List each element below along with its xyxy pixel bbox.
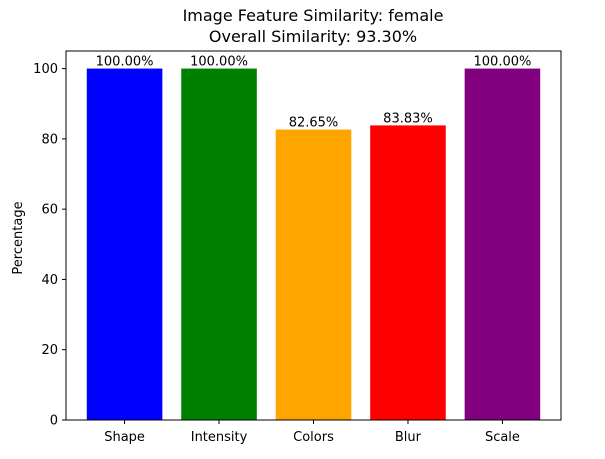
data-label-intensity: 100.00% — [190, 55, 248, 70]
bar-colors — [275, 129, 352, 420]
bar-intensity — [181, 68, 257, 421]
x-tick-label-shape: Shape — [104, 430, 145, 445]
x-tick-label-scale: Scale — [485, 430, 520, 445]
x-axis-ticks: Shape Intensity Colors Blur Scale — [104, 420, 520, 445]
y-axis-ticks: 0 20 40 60 80 100 — [33, 62, 66, 429]
data-label-blur: 83.83% — [383, 111, 433, 126]
data-labels-layer: 100.00% 100.00% 82.65% 83.83% 100.00% — [96, 55, 532, 131]
x-tick-label-blur: Blur — [395, 430, 422, 445]
y-tick-label-0: 0 — [50, 414, 58, 429]
data-label-scale: 100.00% — [474, 55, 532, 70]
bar-shape — [86, 68, 163, 421]
plot-frame — [65, 50, 562, 421]
y-tick-label-20: 20 — [41, 343, 58, 358]
data-label-shape: 100.00% — [96, 55, 154, 70]
data-label-colors: 82.65% — [289, 116, 339, 131]
y-tick-label-80: 80 — [41, 132, 58, 147]
bar-scale — [464, 68, 541, 421]
x-tick-label-intensity: Intensity — [191, 430, 248, 445]
y-axis-label: Percentage — [11, 201, 26, 274]
y-tick-label-40: 40 — [41, 273, 58, 288]
bar-blur — [370, 125, 446, 420]
x-tick-label-colors: Colors — [293, 430, 334, 445]
chart-subtitle: Overall Similarity: 93.30% — [209, 27, 417, 46]
y-tick-label-100: 100 — [33, 62, 58, 77]
y-tick-label-60: 60 — [41, 203, 58, 218]
chart-title: Image Feature Similarity: female — [183, 6, 444, 25]
bars-layer — [86, 68, 541, 421]
